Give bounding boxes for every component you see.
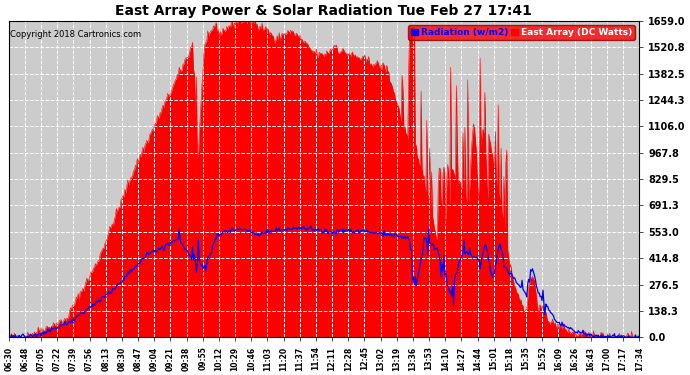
Text: Copyright 2018 Cartronics.com: Copyright 2018 Cartronics.com (10, 30, 141, 39)
Title: East Array Power & Solar Radiation Tue Feb 27 17:41: East Array Power & Solar Radiation Tue F… (115, 4, 533, 18)
Legend: Radiation (w/m2), East Array (DC Watts): Radiation (w/m2), East Array (DC Watts) (408, 25, 635, 40)
